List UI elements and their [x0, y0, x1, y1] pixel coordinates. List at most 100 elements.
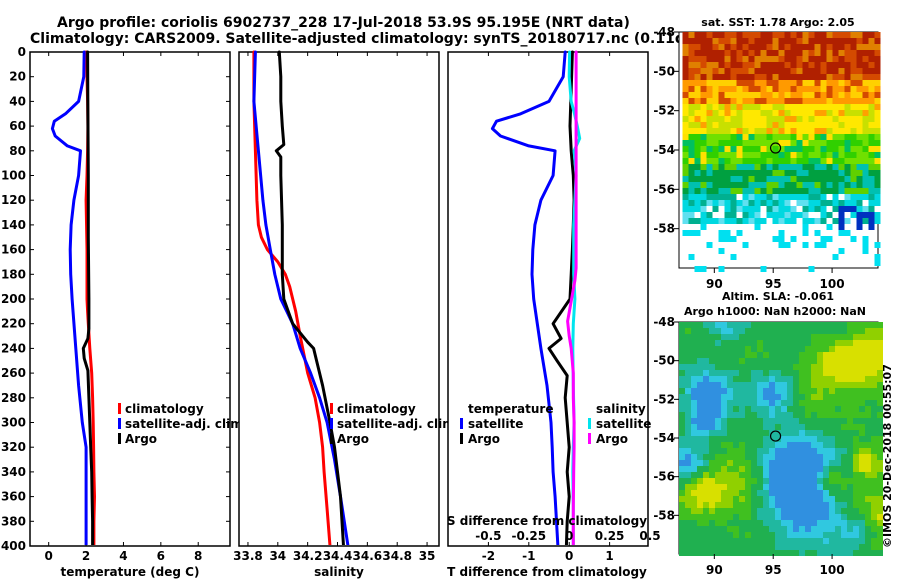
sla-cell [775, 394, 781, 400]
sst-cell [874, 254, 881, 260]
sla-cell [715, 466, 721, 472]
sla-cell [775, 406, 781, 412]
sla-cell [685, 364, 691, 370]
sla-cell [727, 400, 733, 406]
sla-cell [757, 346, 763, 352]
sst-cell [856, 62, 863, 68]
sst-cell [754, 62, 761, 68]
sst-cell [730, 176, 737, 182]
sla-cell [853, 460, 859, 466]
depth-tick-label: 0 [18, 45, 26, 59]
sla-cell [745, 478, 751, 484]
sst-cell [814, 152, 821, 158]
sla-cell [697, 382, 703, 388]
sst-cell [718, 92, 725, 98]
sla-cell [757, 544, 763, 550]
sst-cell [814, 50, 821, 56]
sla-cell [835, 388, 841, 394]
sla-cell [781, 406, 787, 412]
sla-cell [781, 412, 787, 418]
sla-cell [751, 472, 757, 478]
sst-cell [802, 170, 809, 176]
sst-cell [736, 164, 743, 170]
sst-cell [748, 146, 755, 152]
sst-cell [868, 122, 875, 128]
sst-cell [766, 152, 773, 158]
sla-cell [859, 388, 865, 394]
sla-cell [757, 370, 763, 376]
sla-cell [793, 394, 799, 400]
sla-cell [775, 550, 781, 556]
sst-cell [784, 122, 791, 128]
sst-cell [874, 68, 881, 74]
sla-cell [787, 388, 793, 394]
sst-cell [814, 122, 821, 128]
sst-cell [820, 212, 827, 218]
sst-cell [844, 122, 851, 128]
sst-cell [766, 122, 773, 128]
sst-cell [808, 122, 815, 128]
sst-cell [868, 116, 875, 122]
sst-cell [832, 98, 839, 104]
sla-cell [781, 514, 787, 520]
sst-cell [742, 80, 749, 86]
sst-cell [838, 98, 845, 104]
sla-cell [829, 322, 835, 328]
sla-cell [697, 550, 703, 556]
sst-cell [838, 170, 845, 176]
sst-cell [706, 218, 713, 224]
sla-cell [853, 466, 859, 472]
sst-cell [808, 56, 815, 62]
sla-cell [877, 430, 883, 436]
sla-cell [787, 520, 793, 526]
sla-cell [679, 394, 685, 400]
sst-cell [754, 68, 761, 74]
sla-cell [859, 418, 865, 424]
sst-cell [874, 182, 881, 188]
sla-cell [733, 382, 739, 388]
sla-cell [697, 358, 703, 364]
sla-cell [733, 430, 739, 436]
sst-cell [856, 188, 863, 194]
sla-cell [733, 442, 739, 448]
sla-cell [841, 370, 847, 376]
sst-cell [832, 182, 839, 188]
sst-cell [784, 146, 791, 152]
sla-cell [685, 442, 691, 448]
sla-cell [715, 352, 721, 358]
sla-cell [679, 418, 685, 424]
sla-cell [697, 466, 703, 472]
sla-cell [841, 424, 847, 430]
sla-cell [787, 466, 793, 472]
sla-cell [805, 538, 811, 544]
sla-cell [823, 496, 829, 502]
sst-cell [730, 74, 737, 80]
sla-cell [721, 364, 727, 370]
sst-cell [820, 140, 827, 146]
sst-cell [682, 206, 689, 212]
sla-cell [679, 454, 685, 460]
sla-cell [769, 352, 775, 358]
sst-cell [790, 218, 797, 224]
sla-cell [769, 454, 775, 460]
sst-cell [748, 164, 755, 170]
sst-cell [802, 116, 809, 122]
sla-cell [733, 418, 739, 424]
sla-cell [685, 496, 691, 502]
sst-cell [730, 110, 737, 116]
sst-cell [766, 116, 773, 122]
sst-cell [850, 50, 857, 56]
sla-cell [709, 358, 715, 364]
sla-cell [859, 406, 865, 412]
sla-cell [865, 532, 871, 538]
sla-cell [733, 376, 739, 382]
sst-cell [832, 50, 839, 56]
sst-cell [838, 104, 845, 110]
sla-cell [739, 538, 745, 544]
sst-cell [706, 50, 713, 56]
sla-cell [859, 466, 865, 472]
sla-cell [727, 394, 733, 400]
sst-cell [694, 98, 701, 104]
sla-cell [781, 418, 787, 424]
sst-cell [844, 86, 851, 92]
